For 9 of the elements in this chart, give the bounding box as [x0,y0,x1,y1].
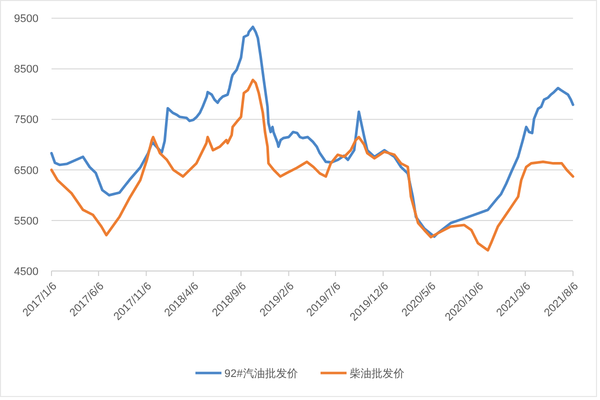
legend-label: 柴油批发价 [350,366,405,380]
y-tick-label: 5500 [14,215,38,228]
y-tick-label: 8500 [14,64,38,76]
y-tick-label: 7500 [14,114,38,126]
line-series [50,78,574,252]
y-tick-label: 4500 [14,266,38,278]
y-tick-label: 9500 [14,13,38,26]
legend-label: 92#汽油批发价 [224,366,298,380]
y-tick-label: 6500 [14,164,38,177]
